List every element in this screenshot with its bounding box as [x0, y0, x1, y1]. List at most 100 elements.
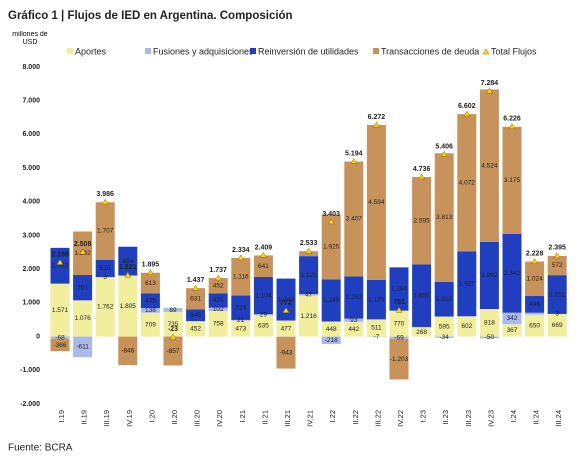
bar-segment — [321, 214, 341, 280]
bar-segment — [502, 126, 522, 234]
value-label: 4.594 — [368, 199, 385, 206]
chart-title: Gráfico 1 | Flujos de IED en Argentina. … — [8, 10, 293, 22]
bar-segment — [73, 275, 93, 301]
value-label: -50 — [485, 334, 495, 341]
value-label: 2.595 — [413, 217, 430, 224]
bar-segment — [208, 307, 228, 312]
bar-segment — [208, 293, 228, 308]
x-tick-label: I.23 — [419, 410, 428, 423]
value-label: 29 — [260, 311, 268, 318]
value-label: 1.855 — [413, 292, 430, 299]
total-label: 3.986 — [96, 191, 114, 198]
total-marker — [350, 158, 358, 164]
total-label: 5.406 — [435, 143, 453, 150]
y-tick-label: -2.000 — [20, 401, 40, 408]
value-label: 751 — [77, 284, 88, 291]
x-tick-label: IV.20 — [215, 410, 224, 427]
value-label: 1.762 — [97, 304, 114, 311]
total-marker — [418, 173, 426, 180]
bar-segment — [502, 324, 522, 337]
y-tick-label: 0 — [36, 333, 40, 340]
total-label: -23 — [168, 326, 178, 333]
y-tick-label: 8.000 — [22, 64, 40, 71]
value-label: 1.927 — [459, 281, 476, 288]
bar-segment — [118, 246, 138, 276]
value-label: 650 — [529, 322, 540, 329]
value-label: 3.813 — [436, 214, 453, 221]
value-label: 818 — [484, 320, 495, 327]
x-tick-label: IV.19 — [125, 410, 134, 427]
value-label: 613 — [145, 280, 156, 287]
source: Fuente: BCRA — [8, 443, 73, 454]
total-label: 6.226 — [503, 116, 521, 123]
x-tick-label: I.22 — [328, 410, 337, 423]
bar-segment — [140, 308, 160, 313]
bar-segment — [479, 241, 499, 310]
legend-label: Transacciones de deuda — [381, 46, 479, 56]
y-axis-label-box: millones de USD — [12, 31, 47, 46]
legend-label: Fusiones y adquisiciones — [153, 46, 254, 56]
value-label: 3.175 — [504, 177, 521, 184]
bar-segment — [118, 336, 138, 366]
legend-label: Total Flujos — [491, 46, 537, 56]
value-label: 1.805 — [120, 303, 137, 310]
value-label: 442 — [348, 326, 359, 333]
total-marker — [259, 251, 267, 258]
legend-label: Reinversión de utilidades — [258, 46, 359, 56]
x-tick-label: II.20 — [170, 410, 179, 425]
total-marker — [395, 306, 403, 313]
value-label: 709 — [145, 321, 156, 328]
value-label: 4.072 — [459, 179, 476, 186]
x-tick-label: II.23 — [441, 410, 450, 425]
value-label: 1.216 — [300, 313, 317, 320]
value-label: 1.252 — [346, 294, 363, 301]
y-tick-label: 1.000 — [22, 300, 40, 307]
value-label: 641 — [258, 263, 269, 270]
bar-segment — [389, 338, 409, 380]
total-label: 6.602 — [458, 103, 476, 110]
value-label: 452 — [213, 282, 224, 289]
value-label: -943 — [279, 349, 292, 356]
bar-segment — [253, 315, 273, 337]
bar-segment — [186, 288, 206, 310]
value-label: 102 — [213, 306, 224, 313]
value-label: 758 — [213, 321, 224, 328]
bar-segment — [344, 318, 364, 322]
total-label: 2.533 — [300, 240, 318, 247]
bar-segment — [547, 314, 567, 337]
value-label: -1.203 — [390, 356, 409, 363]
value-label: 511 — [371, 325, 382, 332]
bar-segment — [299, 295, 319, 337]
total-marker — [79, 248, 87, 255]
bar-segment — [366, 279, 386, 320]
bar-segment — [73, 336, 93, 358]
bar-segment — [366, 124, 386, 280]
x-tick-label: II.22 — [351, 410, 360, 425]
legend-swatch — [373, 48, 379, 54]
total-marker — [485, 87, 493, 94]
bar-segment — [321, 336, 341, 344]
value-label: 21 — [237, 317, 245, 324]
total-marker — [531, 258, 539, 264]
bar-segment — [208, 278, 228, 294]
bar-segment — [50, 336, 70, 339]
value-label: -68 — [55, 334, 65, 341]
total-marker — [124, 271, 132, 278]
bar-segment — [389, 267, 409, 311]
bar-segment — [547, 275, 567, 314]
value-label: -366 — [53, 342, 66, 349]
total-marker — [305, 247, 313, 254]
value-label: 1.244 — [278, 296, 295, 303]
bar-segment — [95, 202, 115, 260]
legend-label: Aportes — [75, 46, 107, 56]
value-label: 1.104 — [255, 292, 272, 299]
y-tick-label: 2.000 — [22, 266, 40, 273]
bar-segment — [299, 251, 319, 257]
bar-segment — [525, 314, 545, 337]
x-tick-label: IV.22 — [396, 410, 405, 427]
total-label: 5.194 — [345, 150, 363, 157]
value-label: 1.707 — [97, 228, 114, 235]
x-tick-label: III.24 — [554, 410, 563, 427]
bar-segment — [321, 279, 341, 322]
